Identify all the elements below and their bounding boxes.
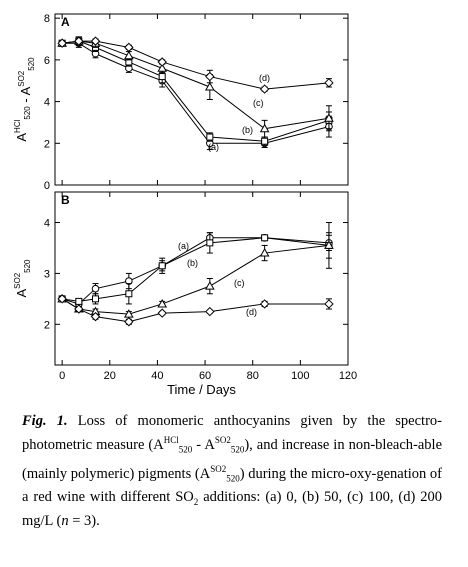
marker — [57, 38, 67, 48]
marker — [157, 57, 167, 67]
marker — [261, 137, 269, 145]
panel-label: A — [61, 15, 70, 29]
y-label-text: A — [14, 133, 29, 142]
marker — [259, 84, 270, 94]
x-tick-label: 20 — [104, 370, 116, 382]
marker — [75, 297, 83, 305]
series-line — [62, 237, 329, 305]
y-tick-label: 4 — [44, 218, 50, 230]
y-label-text: - A — [18, 86, 33, 106]
series-line — [62, 42, 330, 144]
x-tick-label: 80 — [247, 370, 259, 382]
y-label-sup: SO2 — [13, 272, 22, 289]
y-axis-label: AHCl520 - ASO2520 — [13, 57, 36, 142]
marker — [157, 298, 168, 308]
y-tick-label: 0 — [44, 180, 50, 192]
y-label-text: A — [14, 289, 29, 298]
marker — [259, 123, 270, 133]
y-axis-label: ASO2520 — [13, 259, 32, 298]
panel-label: B — [61, 193, 70, 207]
series-label: (d) — [246, 307, 257, 317]
marker — [91, 295, 99, 303]
marker — [158, 262, 166, 270]
caption-segment: Fig. 1. — [22, 413, 68, 429]
marker — [261, 234, 269, 242]
x-tick-label: 100 — [291, 370, 309, 382]
caption-segment: SO2 — [214, 435, 231, 445]
x-axis-label: Time / Days — [167, 382, 236, 397]
y-tick-label: 4 — [44, 97, 50, 109]
marker — [74, 304, 84, 314]
marker — [206, 133, 214, 141]
caption-segment: n — [61, 513, 69, 530]
x-tick-label: 40 — [151, 370, 163, 382]
y-label-sub: 520 — [27, 57, 36, 71]
plot-frame — [54, 13, 349, 186]
y-label-sup: SO2 — [17, 70, 26, 87]
caption-segment: = 3). — [68, 513, 100, 530]
marker — [259, 299, 270, 309]
caption-segment: 520 — [230, 444, 245, 455]
caption: Fig. 1. Loss of monomeric anthocyanins g… — [22, 412, 442, 531]
marker — [259, 248, 270, 257]
marker — [90, 36, 101, 46]
marker — [91, 284, 100, 293]
y-tick-label: 6 — [44, 55, 50, 67]
marker — [157, 63, 168, 72]
series-label: (c) — [253, 98, 264, 108]
marker — [324, 299, 334, 309]
series-label: (a) — [178, 241, 189, 251]
marker — [125, 290, 133, 298]
marker — [90, 311, 101, 322]
caption-segment: 2 — [193, 497, 199, 508]
caption-segment: 520 — [226, 473, 240, 484]
caption-segment: HCl — [163, 435, 179, 445]
y-label-sup: HCl — [13, 119, 22, 133]
caption-segment: ), and increase in non-bleach-able (main… — [22, 436, 442, 482]
marker — [205, 306, 215, 317]
series-label: (a) — [208, 142, 219, 152]
marker — [123, 50, 134, 60]
series-line — [62, 40, 330, 130]
caption-segment: SO2 — [210, 463, 227, 474]
marker — [324, 78, 334, 88]
marker — [74, 36, 84, 46]
x-tick-label: 120 — [339, 370, 357, 382]
marker — [124, 317, 134, 327]
marker — [158, 73, 166, 81]
x-tick-label: 60 — [199, 370, 211, 382]
y-tick-label: 8 — [44, 13, 50, 25]
marker — [205, 71, 215, 82]
y-label-sub: 520 — [23, 106, 32, 120]
series-label: (b) — [187, 258, 198, 268]
caption-segment: ) during the micro-oxy-genation of a red… — [22, 465, 443, 506]
y-tick-label: 3 — [44, 268, 50, 280]
marker — [157, 308, 167, 318]
y-tick-label: 2 — [44, 138, 50, 150]
marker — [204, 81, 215, 91]
marker — [206, 239, 214, 247]
marker — [324, 113, 334, 122]
y-tick-label: 2 — [44, 319, 50, 331]
series-label: (d) — [259, 73, 270, 83]
series-label: (b) — [242, 125, 253, 135]
caption-segment: 520 — [178, 444, 193, 455]
marker — [204, 281, 215, 290]
caption-segment: additions: (a) 0, (b) 50, (c) 100, (d) 2… — [22, 489, 442, 530]
x-tick-label: 0 — [59, 370, 65, 382]
series-line — [61, 298, 329, 323]
caption-segment: - A — [192, 436, 215, 453]
y-label-sub: 520 — [23, 259, 32, 273]
caption-segment: Loss of monomeric anthocyanins given by … — [22, 413, 442, 453]
marker — [57, 294, 67, 304]
marker — [124, 42, 134, 53]
plot-frame — [54, 191, 349, 366]
series-label: (c) — [234, 278, 245, 288]
marker — [324, 240, 334, 249]
